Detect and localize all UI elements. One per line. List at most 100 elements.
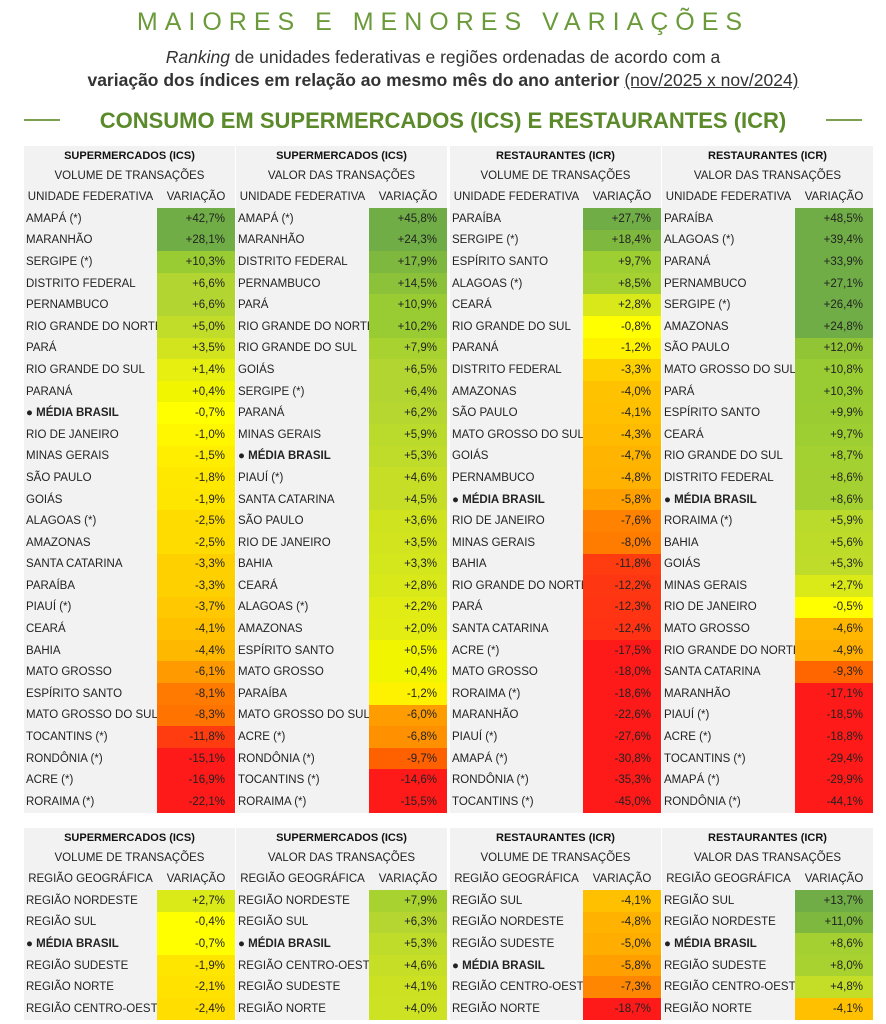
row-variation-cell: -14,6%: [369, 769, 447, 792]
row-variation-cell: -0,8%: [583, 315, 661, 338]
table-row: SERGIPE (*) +6,4%: [236, 380, 447, 403]
row-label: RORAIMA (*): [238, 795, 307, 808]
row-label: PARAÍBA: [238, 687, 287, 700]
subtitle-line1-rest: de unidades federativas e regiões ordena…: [229, 47, 721, 67]
media-brasil-row: ● MÉDIA BRASIL -0,7%: [24, 933, 235, 955]
row-variation-cell: +3,5%: [369, 531, 447, 554]
row-variation-cell: +8,7%: [795, 445, 873, 468]
row-variation-cell: -4,4%: [157, 639, 235, 662]
row-variation-cell: +2,7%: [795, 575, 873, 597]
table-row: AMAZONAS -4,0%: [450, 380, 661, 403]
table-row: RONDÔNIA (*) -9,7%: [236, 747, 447, 770]
row-label: MINAS GERAIS: [26, 450, 110, 463]
table-row: PARAÍBA -1,2%: [236, 683, 447, 705]
page-title: MAIORES E MENORES VARIAÇÕES: [136, 8, 750, 36]
row-variation-cell: -4,9%: [795, 639, 873, 662]
row-label: GOIÁS: [664, 558, 701, 571]
table-row: PERNAMBUCO +27,1%: [662, 272, 873, 295]
row-label: REGIÃO SUDESTE: [26, 959, 129, 972]
row-variation-cell: -29,4%: [795, 747, 873, 770]
table-row: TOCANTINS (*) -29,4%: [662, 747, 873, 770]
row-label: ● MÉDIA BRASIL: [664, 937, 757, 950]
subtitle: Ranking de unidades federativas e regiõe…: [0, 46, 886, 92]
table-row: TOCANTINS (*) -11,8%: [24, 726, 235, 748]
row-label: ACRE (*): [26, 774, 74, 787]
row-label: PARAÍBA: [26, 579, 75, 592]
media-brasil-row: ● MÉDIA BRASIL -5,8%: [450, 488, 661, 511]
row-variation-cell: +1,4%: [157, 359, 235, 381]
row-label: REGIÃO CENTRO-OESTE: [664, 981, 795, 994]
column-header-name: REGIÃO GEOGRÁFICA: [240, 873, 365, 885]
row-label: ● MÉDIA BRASIL: [664, 493, 757, 506]
table-column-header: REGIÃO GEOGRÁFICA VARIAÇÃO: [662, 868, 873, 890]
table-row: REGIÃO SUL -0,4%: [24, 911, 235, 934]
row-label: RIO GRANDE DO NORTE: [664, 644, 795, 657]
row-label: GOIÁS: [238, 363, 275, 376]
row-label: SANTA CATARINA: [26, 558, 123, 571]
row-variation-cell: -4,7%: [583, 445, 661, 468]
row-label: PARANÁ: [452, 342, 499, 355]
table-row: RIO DE JANEIRO -1,0%: [24, 423, 235, 446]
row-label: DISTRITO FEDERAL: [238, 255, 348, 268]
row-label: MARANHÃO: [238, 234, 305, 247]
table-row: MINAS GERAIS +2,7%: [662, 575, 873, 597]
row-variation-cell: -6,1%: [157, 661, 235, 684]
table-group-title: RESTAURANTES (ICR): [496, 832, 615, 844]
row-variation-cell: -1,0%: [157, 423, 235, 446]
table-row: DISTRITO FEDERAL +17,9%: [236, 251, 447, 273]
row-label: REGIÃO NORDESTE: [26, 894, 138, 907]
row-label: RIO GRANDE DO SUL: [452, 320, 571, 333]
table-row: SERGIPE (*) +10,3%: [24, 251, 235, 273]
row-variation-cell: +4,0%: [369, 997, 447, 1020]
row-label: CEARÁ: [26, 623, 66, 636]
row-variation-cell: -7,3%: [583, 976, 661, 998]
column-header-variation: VARIAÇÃO: [804, 873, 864, 885]
row-label: DISTRITO FEDERAL: [26, 277, 136, 290]
row-label: CEARÁ: [452, 299, 492, 312]
row-label: RORAIMA (*): [26, 795, 95, 808]
row-label: REGIÃO SUL: [664, 894, 735, 907]
table-metric-title: VALOR DAS TRANSAÇÕES: [267, 170, 416, 182]
uf-table: RESTAURANTES (ICR) VOLUME DE TRANSAÇÕES UN…: [450, 146, 661, 813]
row-variation-cell: +3,6%: [369, 510, 447, 532]
row-variation-cell: -0,4%: [157, 911, 235, 934]
row-label: SANTA CATARINA: [238, 493, 335, 506]
row-label: RIO GRANDE DO SUL: [238, 342, 357, 355]
table-row: RIO GRANDE DO SUL +7,9%: [236, 337, 447, 360]
row-variation-cell: +6,6%: [157, 272, 235, 295]
row-variation-cell: +9,9%: [795, 402, 873, 424]
row-label: ALAGOAS (*): [26, 515, 97, 528]
table-row: RORAIMA (*) -15,5%: [236, 791, 447, 813]
row-label: RIO DE JANEIRO: [238, 536, 331, 549]
row-label: REGIÃO NORDESTE: [452, 916, 564, 929]
table-row: ESPÍRITO SANTO -8,1%: [24, 683, 235, 705]
column-header-variation: VARIAÇÃO: [592, 873, 652, 885]
row-variation-cell: +7,9%: [369, 337, 447, 360]
row-label: AMAPÁ (*): [664, 774, 720, 787]
row-variation-cell: +33,9%: [795, 251, 873, 273]
row-label: RIO DE JANEIRO: [452, 515, 545, 528]
table-row: ALAGOAS (*) +39,4%: [662, 229, 873, 252]
row-label: RORAIMA (*): [452, 687, 521, 700]
table-row: REGIÃO NORDESTE +7,9%: [236, 890, 447, 912]
table-metric-title: VOLUME DE TRANSAÇÕES: [480, 852, 631, 864]
table-metric-title: VOLUME DE TRANSAÇÕES: [480, 170, 631, 182]
row-label: RONDÔNIA (*): [452, 774, 529, 787]
row-variation-cell: +9,7%: [795, 423, 873, 446]
table-group-title: SUPERMERCADOS (ICS): [276, 832, 407, 844]
table-group-title: RESTAURANTES (ICR): [708, 832, 827, 844]
row-label: BAHIA: [238, 558, 273, 571]
table-row: PIAUÍ (*) +4,6%: [236, 467, 447, 489]
column-header-name: UNIDADE FEDERATIVA: [665, 191, 792, 203]
row-label: PARÁ: [238, 299, 269, 312]
table-row: REGIÃO CENTRO-OESTE +4,6%: [236, 954, 447, 977]
table-group-title: RESTAURANTES (ICR): [496, 150, 615, 162]
row-variation-cell: +26,4%: [795, 294, 873, 316]
uf-table: RESTAURANTES (ICR) VALOR DAS TRANSAÇÕES UN…: [662, 146, 873, 813]
row-label: PARÁ: [26, 342, 57, 355]
row-variation-cell: -12,2%: [583, 575, 661, 597]
table-row: ACRE (*) -6,8%: [236, 726, 447, 748]
row-variation-cell: +0,4%: [369, 661, 447, 684]
table-row: RIO GRANDE DO SUL +8,7%: [662, 445, 873, 468]
table-column-header: UNIDADE FEDERATIVA VARIAÇÃO: [236, 186, 447, 208]
